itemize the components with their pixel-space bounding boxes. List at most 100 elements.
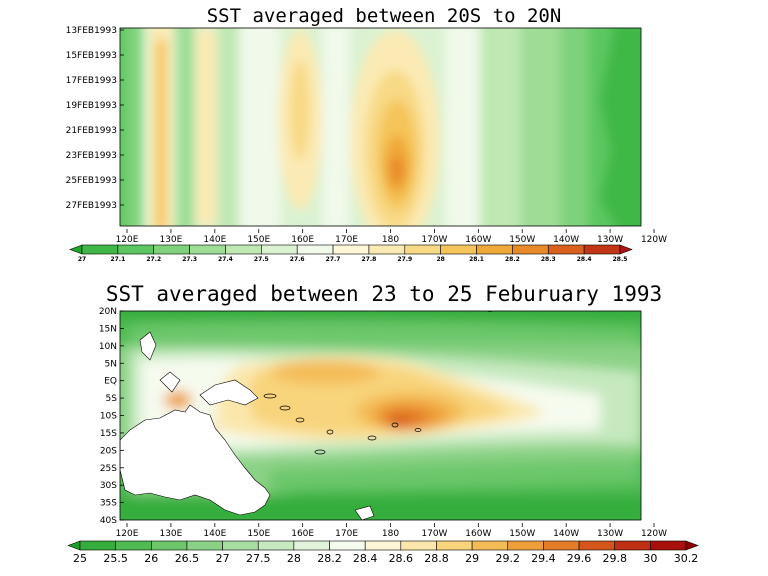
x-tick-label: 130W — [597, 529, 623, 539]
top-chart-title: SST averaged between 20S to 20N — [207, 5, 562, 27]
x-tick-label: 170E — [335, 529, 358, 539]
y-tick-label: 21FEB1993 — [66, 126, 117, 136]
colorbar-swatch — [436, 540, 473, 551]
colorbar-label: 27.2 — [146, 256, 161, 263]
colorbar-swatch — [81, 244, 119, 255]
x-tick-label: 160W — [465, 529, 491, 539]
colorbar-label: 27.1 — [110, 256, 125, 263]
x-tick-label: 180 — [382, 529, 399, 539]
colorbar-label: 28 — [436, 256, 444, 263]
colorbar-swatch — [650, 540, 687, 551]
y-tick-label: 35S — [100, 499, 117, 509]
colorbar-label: 28.4 — [577, 256, 592, 263]
colorbar-swatch — [261, 244, 298, 255]
colorbar-label: 28.2 — [505, 256, 520, 263]
colorbar-label: 28.3 — [541, 256, 556, 263]
y-tick-label: EQ — [104, 377, 117, 387]
x-tick-label: 150W — [509, 529, 535, 539]
colorbar-label: 29.8 — [602, 552, 627, 565]
colorbar-swatch — [440, 244, 477, 255]
x-tick-label: 120E — [116, 235, 139, 245]
colorbar-swatch — [400, 540, 437, 551]
colorbar-label: 30 — [643, 552, 657, 565]
colorbar-swatch — [296, 244, 334, 255]
colorbar-label: 29.6 — [567, 552, 592, 565]
x-tick-label: 120W — [641, 235, 667, 245]
y-tick-label: 20S — [100, 446, 117, 456]
x-tick-label: 150E — [247, 529, 270, 539]
x-tick-label: 150E — [247, 235, 270, 245]
x-tick-label: 130W — [597, 235, 623, 245]
bottom-x-axis: 120E 130E 140E 150E 160E 170E 180 170W 160W 150W 1… — [116, 523, 667, 539]
y-tick-label: 13FEB1993 — [66, 26, 117, 36]
colorbar-label: 27.5 — [246, 552, 271, 565]
colorbar-swatch — [547, 244, 585, 255]
y-tick-label: 20N — [99, 307, 117, 317]
y-tick-label: 23FEB1993 — [66, 151, 117, 161]
colorbar-end-high — [619, 244, 633, 255]
colorbar-swatch — [543, 540, 580, 551]
x-tick-label: 160E — [291, 235, 314, 245]
colorbar-label: 29 — [465, 552, 479, 565]
x-tick-label: 170E — [335, 235, 358, 245]
x-tick-label: 130E — [159, 529, 182, 539]
bottom-y-axis: 20N 15N 10N 5N EQ 5S 10S 15S 20S 25S 30S 35S 40S — [99, 307, 124, 526]
colorbar-label: 27.9 — [397, 256, 412, 263]
x-tick-label: 140W — [553, 529, 579, 539]
colorbar-swatch — [578, 540, 616, 551]
y-tick-label: 19FEB1993 — [66, 101, 117, 111]
x-tick-label: 160E — [291, 529, 314, 539]
new-guinea-landmass — [199, 379, 259, 406]
colorbar-label: 26.5 — [175, 552, 200, 565]
colorbar-swatch — [614, 540, 651, 551]
y-tick-label: 30S — [100, 481, 117, 491]
top-y-axis: 13FEB1993 15FEB1993 17FEB1993 19FEB1993 21FE… — [66, 26, 124, 211]
colorbar-swatch — [222, 540, 259, 551]
y-tick-label: 17FEB1993 — [66, 76, 117, 86]
land-masses — [120, 331, 375, 520]
colorbar-label: 28.6 — [389, 552, 414, 565]
y-tick-label: 27FEB1993 — [66, 201, 117, 211]
colorbar-label: 27.4 — [218, 256, 233, 263]
colorbar-label: 27.3 — [182, 256, 197, 263]
y-tick-label: 10N — [99, 342, 117, 352]
colorbar-label: 29.4 — [531, 552, 556, 565]
colorbar-swatch — [329, 540, 366, 551]
x-tick-label: 140E — [203, 529, 226, 539]
colorbar-swatch — [332, 244, 370, 255]
colorbar-label: 27.5 — [254, 256, 269, 263]
colorbar-swatch — [186, 540, 223, 551]
colorbar-label: 25 — [73, 552, 87, 565]
colorbar-label: 29.2 — [496, 552, 521, 565]
x-tick-label: 170W — [421, 529, 447, 539]
colorbar-label: 28.4 — [353, 552, 378, 565]
bottom-chart-title: SST averaged between 23 to 25 Feburuary … — [106, 282, 662, 306]
colorbar-label: 27 — [78, 256, 86, 263]
new-zealand-landmass — [354, 505, 375, 520]
x-tick-label: 150W — [509, 235, 535, 245]
colorbar-swatch — [225, 244, 262, 255]
colorbar-end-high — [685, 540, 699, 551]
colorbar-swatch — [153, 244, 190, 255]
x-tick-label: 130E — [159, 235, 182, 245]
colorbar-swatch — [512, 244, 549, 255]
y-tick-label: 15FEB1993 — [66, 51, 117, 61]
islands — [263, 311, 493, 455]
colorbar-label: 28.2 — [317, 552, 342, 565]
colorbar-label: 27.8 — [362, 256, 377, 263]
x-tick-label: 140W — [553, 235, 579, 245]
colorbar-swatch — [476, 244, 513, 255]
colorbar-swatch — [79, 540, 116, 551]
colorbar-swatch — [150, 540, 188, 551]
top-colorbar: 27 27.1 27.2 27.3 27.4 27.5 27.6 27.7 27.8 27.9 28… — [69, 244, 633, 263]
y-tick-label: 5S — [106, 394, 118, 404]
philippines-landmass — [139, 331, 157, 361]
colorbar-end-low — [69, 244, 83, 255]
colorbar-label: 28 — [287, 552, 301, 565]
colorbar-swatch — [115, 540, 152, 551]
y-tick-label: 10S — [100, 412, 117, 422]
x-tick-label: 160W — [465, 235, 491, 245]
y-tick-label: 15S — [100, 429, 117, 439]
top-plot-frame — [119, 27, 642, 227]
y-tick-label: 5N — [105, 359, 117, 369]
